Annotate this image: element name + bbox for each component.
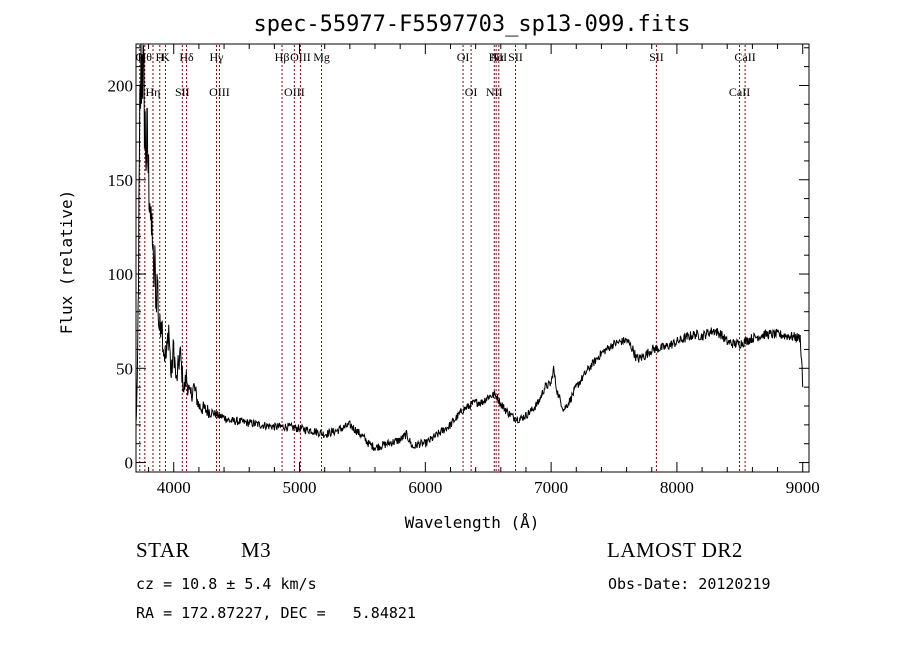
y-tick-label-4: 200 bbox=[108, 76, 134, 95]
plot-frame bbox=[135, 43, 810, 473]
x-tick-label-4: 8000 bbox=[660, 478, 694, 497]
marker-label-top-13: SII bbox=[649, 50, 664, 64]
marker-label-bottom-5: NII bbox=[486, 85, 503, 99]
marker-label-bottom-1: SII bbox=[175, 85, 190, 99]
marker-label-top-4: Hδ bbox=[179, 50, 194, 64]
y-tick-label-0: 0 bbox=[125, 454, 134, 473]
marker-label-bottom-6: CaII bbox=[729, 85, 750, 99]
x-axis-label: Wavelength (Å) bbox=[405, 513, 540, 532]
y-tick-label-1: 50 bbox=[116, 359, 133, 378]
coordinates-readout: RA = 172.87227, DEC = 5.84821 bbox=[136, 604, 416, 622]
marker-label-top-8: Mg bbox=[313, 50, 330, 64]
marker-label-top-3: K bbox=[161, 50, 170, 64]
y-tick-label-2: 100 bbox=[108, 265, 134, 284]
marker-label-top-1: Hθ bbox=[138, 50, 153, 64]
marker-label-bottom-4: OI bbox=[465, 85, 478, 99]
spectrum-line-0 bbox=[135, 44, 804, 451]
x-tick-label-1: 5000 bbox=[283, 478, 317, 497]
marker-label-top-5: Hγ bbox=[210, 50, 225, 64]
marker-label-top-9: OI bbox=[457, 50, 470, 64]
marker-label-bottom-0: Hη bbox=[146, 85, 161, 99]
object-class: STAR bbox=[136, 538, 190, 562]
y-tick-label-3: 150 bbox=[108, 171, 134, 190]
marker-label-top-10: Hα bbox=[489, 50, 505, 64]
x-tick-label-2: 6000 bbox=[408, 478, 442, 497]
marker-label-top-14: CaII bbox=[734, 50, 755, 64]
marker-label-bottom-3: OIII bbox=[284, 85, 305, 99]
marker-label-top-7: OIII bbox=[290, 50, 311, 64]
marker-label-top-12: SII bbox=[508, 50, 523, 64]
axis-ticks: 4000 5000 6000 7000 8000 9000 0 50 100 150 200 bbox=[108, 44, 820, 497]
survey-name: LAMOST DR2 bbox=[607, 538, 743, 562]
y-axis-label: Flux (relative) bbox=[57, 190, 76, 335]
chart-title: spec-55977-F5597703_sp13-099.fits bbox=[253, 12, 690, 37]
x-tick-label-3: 7000 bbox=[534, 478, 568, 497]
marker-label-top-6: Hβ bbox=[275, 50, 290, 64]
marker-label-top-11: NII bbox=[490, 50, 507, 64]
object-subclass: M3 bbox=[241, 538, 272, 562]
x-tick-label-5: 9000 bbox=[786, 478, 820, 497]
observation-date: Obs-Date: 20120219 bbox=[608, 575, 771, 593]
marker-label-bottom-2: OIII bbox=[209, 85, 230, 99]
spectrum-series bbox=[135, 44, 804, 451]
redshift-readout: cz = 10.8 ± 5.4 km/s bbox=[136, 575, 317, 593]
marker-label-top-0: O bbox=[135, 50, 144, 64]
marker-label-top-2: H bbox=[155, 50, 164, 64]
x-tick-label-0: 4000 bbox=[157, 478, 191, 497]
